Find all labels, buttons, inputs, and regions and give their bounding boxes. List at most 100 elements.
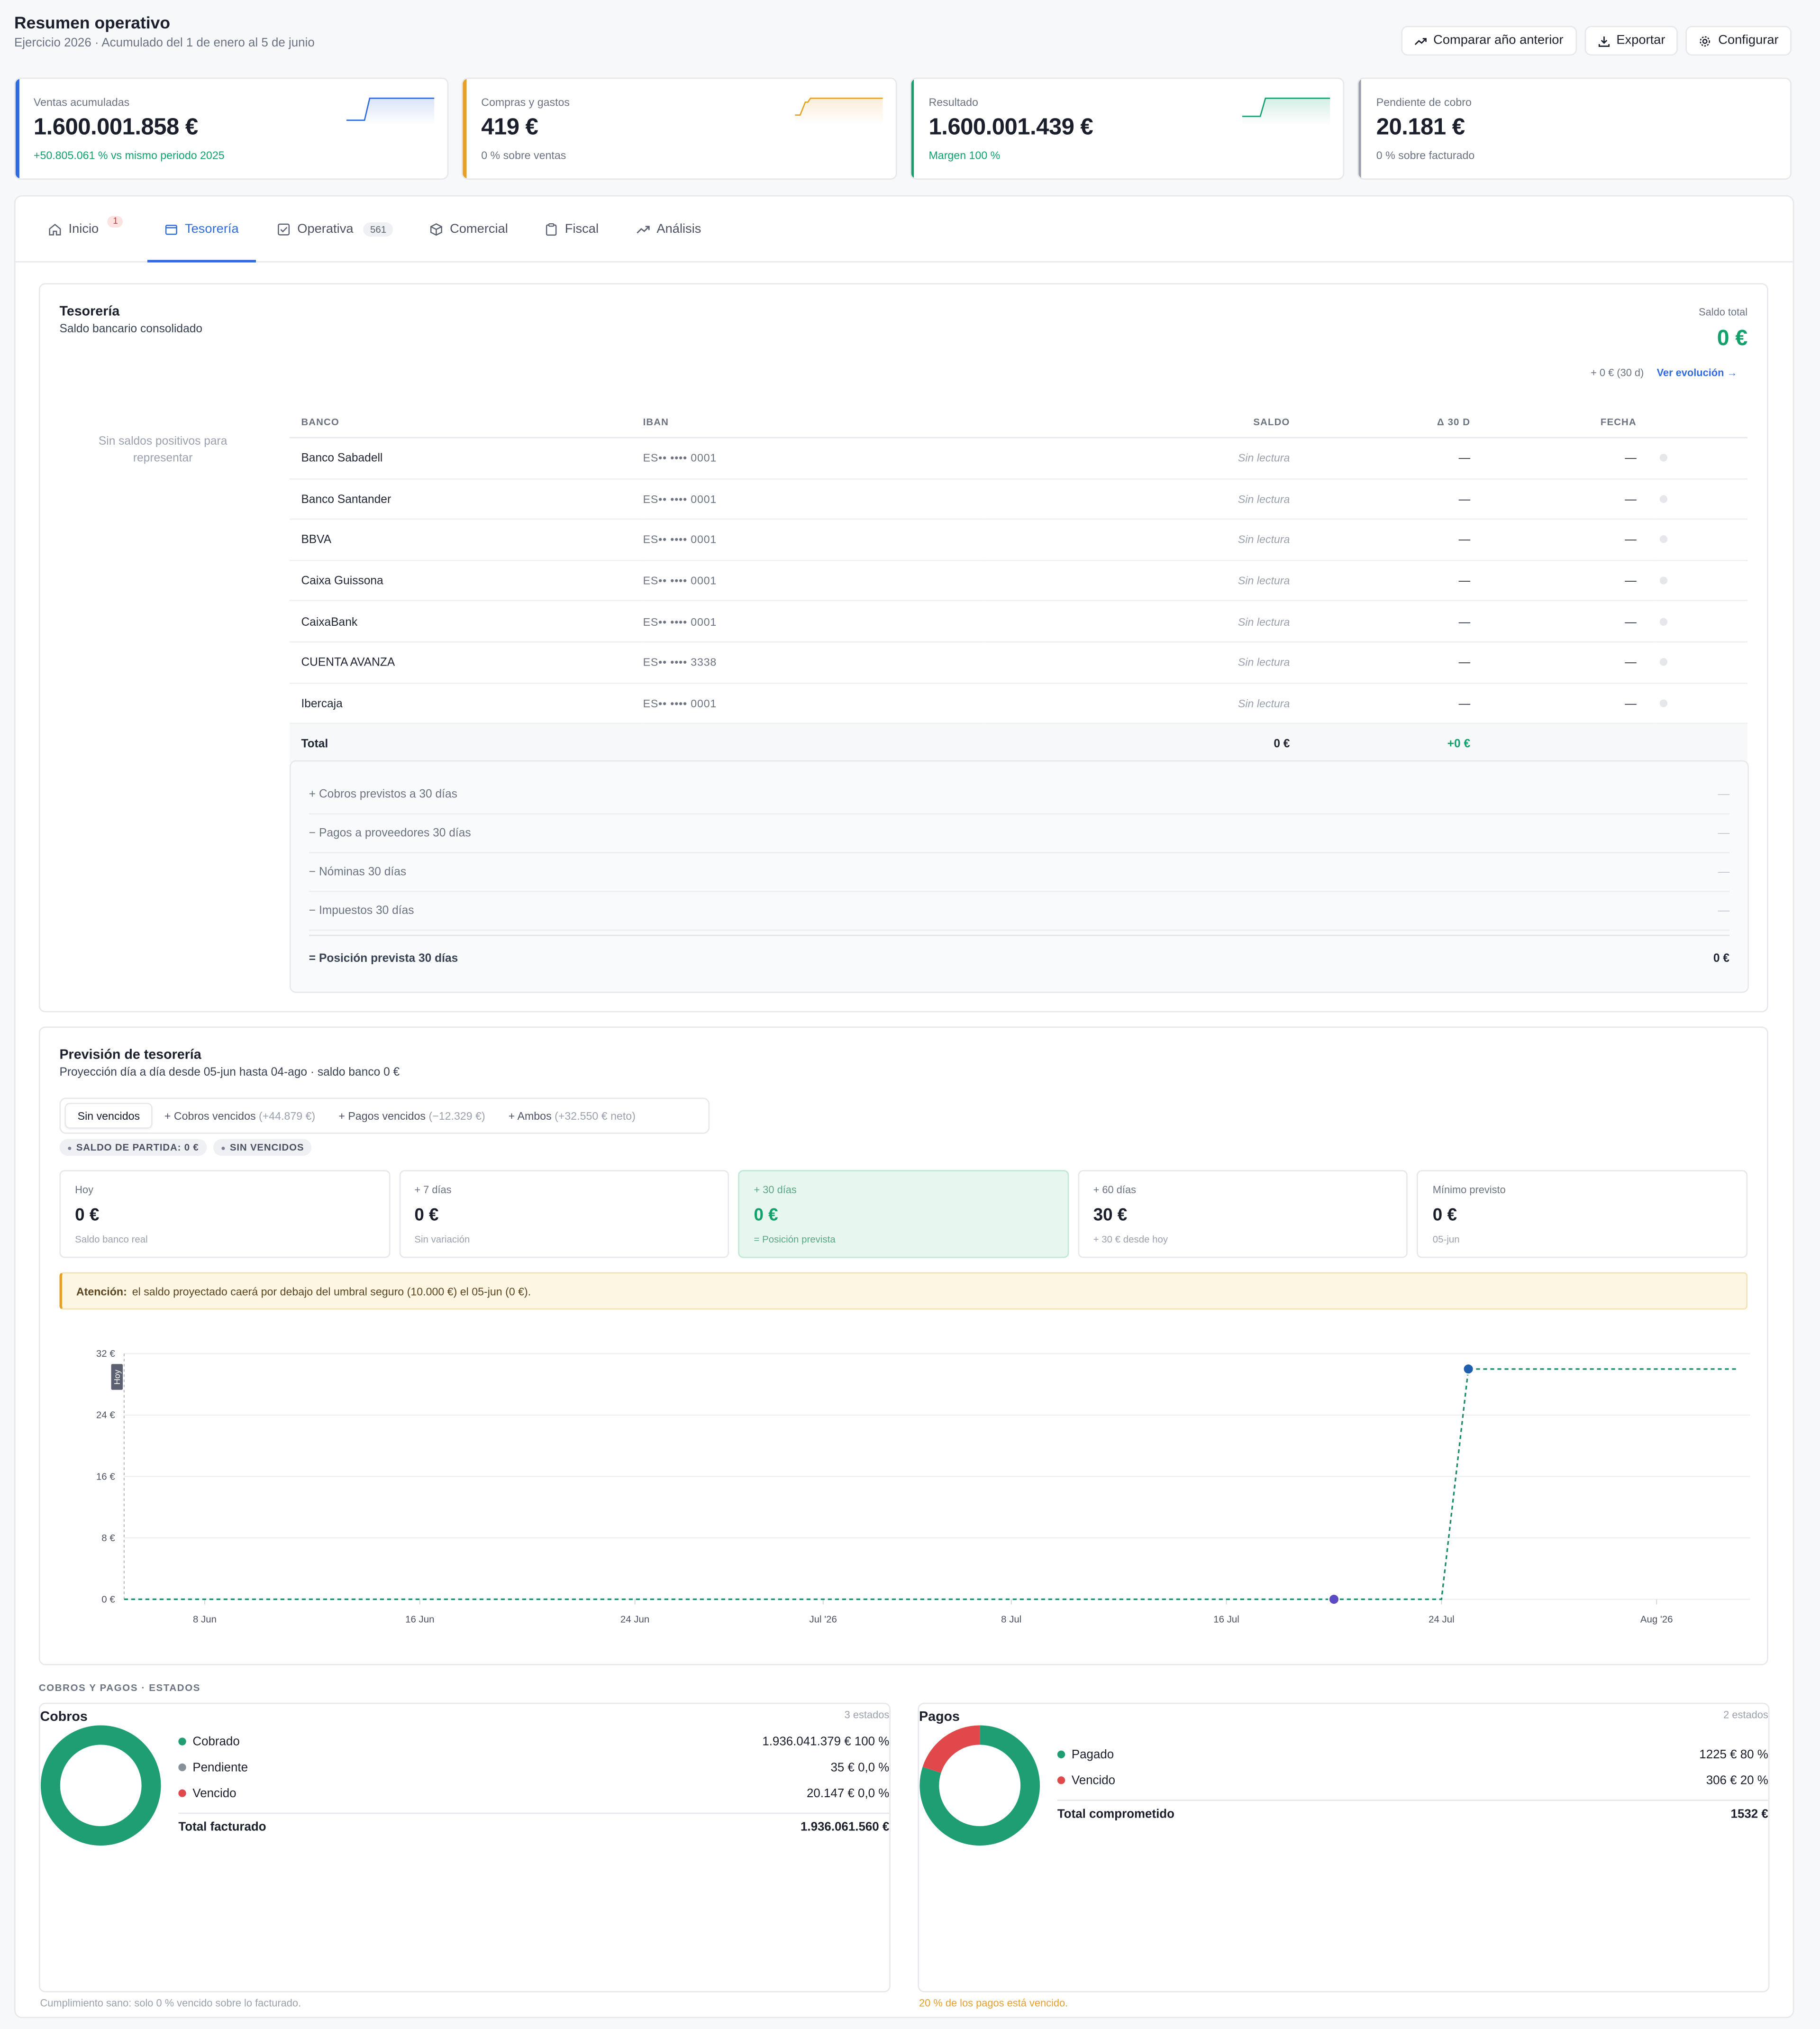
panel-count: 3 estados <box>844 1709 890 1721</box>
kpi-note: +50.805.061 % vs mismo periodo 2025 <box>33 148 225 162</box>
column-header-saldo[interactable]: SALDO <box>982 406 1292 439</box>
kpi-card-pendiente[interactable]: Pendiente de cobro 20.181 € 0 % sobre fa… <box>1356 77 1792 180</box>
y-tick-label: 8 € <box>101 1533 115 1544</box>
y-tick-label: 16 € <box>96 1471 115 1482</box>
tab-analisis[interactable]: Análisis <box>636 197 701 261</box>
table-row[interactable]: CUENTA AVANZA ES•• •••• 3338 Sin lectura… <box>289 641 1748 684</box>
x-tick-label: 8 Jun <box>193 1614 217 1625</box>
segment-label: + Cobros vencidos <box>164 1109 256 1123</box>
bank-name: Ibercaja <box>289 683 642 724</box>
ver-evolucion-link[interactable]: Ver evolución → <box>1656 367 1738 379</box>
y-tick-label: 32 € <box>96 1348 115 1359</box>
tab-label: Operativa <box>297 221 354 236</box>
dashboard-panel: Inicio 1 Tesorería Operativa 561 Comerci… <box>14 195 1794 2019</box>
status-dot <box>1659 617 1668 626</box>
segment-label: + Ambos <box>508 1109 552 1123</box>
card-subtitle: Proyección día a día desde 05-jun hasta … <box>59 1065 400 1078</box>
legend-total: Total facturado 1.936.061.560 € <box>178 1812 889 1840</box>
sparkline <box>1242 97 1330 126</box>
tab-fiscal[interactable]: Fiscal <box>544 197 599 261</box>
bank-delta: — <box>1291 519 1472 561</box>
status-badge: SALDO DE PARTIDA: 0 € <box>59 1139 207 1156</box>
home-icon <box>49 223 61 235</box>
data-point <box>1328 1593 1340 1605</box>
donut-slice[interactable] <box>919 1725 1040 1846</box>
settings-button[interactable]: Configurar <box>1686 26 1792 56</box>
pagos-donut-chart[interactable] <box>919 1725 1040 1846</box>
tab-inicio[interactable]: Inicio 1 <box>48 197 123 261</box>
compare-label: Comparar año anterior <box>1433 33 1564 48</box>
kpi-card-resultado[interactable]: Resultado 1.600.001.439 € Margen 100 % <box>909 77 1344 180</box>
forecast-line-chart[interactable]: 0 € 8 € 16 € 24 € 32 € 8 Jun 16 Jun 24 Jun Jul '… <box>59 1333 1753 1637</box>
kpi-card-ventas[interactable]: Ventas acumuladas 1.600.001.858 € +50.80… <box>14 77 449 180</box>
x-tick-label: 16 Jun <box>405 1614 434 1625</box>
column-header-iban[interactable]: IBAN <box>641 406 983 439</box>
x-tick-label: Jul '26 <box>809 1614 837 1625</box>
table-row[interactable]: BBVA ES•• •••• 0001 Sin lectura — — <box>289 519 1748 561</box>
status-dot <box>1659 495 1668 503</box>
bank-saldo: Sin lectura <box>982 519 1292 561</box>
donut-slice[interactable] <box>40 1725 161 1846</box>
status-dot <box>1659 576 1668 585</box>
cobros-panel: Cobros 3 estados Cobrado 1.936.041.379 €… <box>38 1702 891 2009</box>
projection-label: − Pagos a proveedores 30 días <box>309 826 471 839</box>
clipboard-icon <box>546 222 557 235</box>
bank-fecha: — <box>1471 601 1655 643</box>
segment-cobros-vencidos[interactable]: + Cobros vencidos (+44.879 €) <box>153 1104 327 1127</box>
total-label: Total <box>289 723 642 763</box>
table-row[interactable]: Banco Sabadell ES•• •••• 0001 Sin lectur… <box>289 438 1748 479</box>
segment-sin-vencidos[interactable]: Sin vencidos <box>64 1103 153 1129</box>
bank-iban: ES•• •••• 0001 <box>641 683 983 724</box>
bank-saldo: Sin lectura <box>982 438 1292 479</box>
status-dot <box>1659 699 1668 707</box>
export-button[interactable]: Exportar <box>1584 26 1678 56</box>
kpi-accent-bar <box>15 79 19 179</box>
kpi-card-compras[interactable]: Compras y gastos 419 € 0 % sobre ventas <box>462 77 897 180</box>
bank-delta: — <box>1291 683 1472 724</box>
table-total-row: Total 0 € +0 € <box>289 723 1748 763</box>
bank-name: BBVA <box>289 519 642 561</box>
bank-saldo: Sin lectura <box>982 601 1292 643</box>
column-header-delta[interactable]: Δ 30 D <box>1291 406 1472 439</box>
table-row[interactable]: Ibercaja ES•• •••• 0001 Sin lectura — — <box>289 683 1748 724</box>
total-label: Total facturado <box>178 1819 266 1834</box>
segment-pagos-vencidos[interactable]: + Pagos vencidos (−12.329 €) <box>327 1104 497 1127</box>
compare-previous-year-button[interactable]: Comparar año anterior <box>1401 26 1576 56</box>
stat-value: 0 € <box>1432 1205 1457 1225</box>
column-header-fecha[interactable]: FECHA <box>1471 406 1655 439</box>
table-row[interactable]: CaixaBank ES•• •••• 0001 Sin lectura — — <box>289 601 1748 643</box>
tab-operativa[interactable]: Operativa 561 <box>277 197 393 261</box>
stat-value: 30 € <box>1093 1205 1128 1225</box>
y-tick-label: 24 € <box>96 1410 115 1421</box>
legend-label: Cobrado <box>192 1734 240 1749</box>
stat-card-7-dias: + 7 días 0 € Sin variación <box>399 1170 729 1258</box>
total-label: Total comprometido <box>1057 1807 1174 1821</box>
table-row[interactable]: Caixa Guissona ES•• •••• 0001 Sin lectur… <box>289 560 1748 602</box>
status-dot <box>1659 454 1668 462</box>
kpi-value: 1.600.001.439 € <box>928 113 1093 140</box>
page-title: Resumen operativo <box>14 13 171 33</box>
gear-icon <box>1700 36 1711 46</box>
table-row[interactable]: Banco Santander ES•• •••• 0001 Sin lectu… <box>289 478 1748 520</box>
sparkline <box>346 97 435 126</box>
projection-value: — <box>1718 826 1729 839</box>
bank-name: Caixa Guissona <box>289 560 642 602</box>
saldo-total-label: Saldo total <box>1699 306 1748 318</box>
segment-ambos[interactable]: + Ambos (+32.550 € neto) <box>497 1104 647 1127</box>
column-header-banco[interactable]: BANCO <box>289 406 642 439</box>
forecast-stats: Hoy 0 € Saldo banco real + 7 días 0 € Si… <box>59 1170 1748 1258</box>
export-label: Exportar <box>1616 33 1665 48</box>
stat-label: + 60 días <box>1093 1184 1136 1196</box>
stat-card-minimo: Mínimo previsto 0 € 05-jun <box>1417 1170 1748 1258</box>
kpi-value: 419 € <box>481 113 538 140</box>
donut-slice[interactable] <box>922 1725 980 1773</box>
kpi-label: Pendiente de cobro <box>1376 95 1472 109</box>
tab-tesoreria[interactable]: Tesorería <box>147 197 255 263</box>
tesoreria-card: Tesorería Saldo bancario consolidado Sal… <box>38 283 1768 1013</box>
cobros-donut-chart[interactable] <box>40 1725 162 1846</box>
tab-comercial[interactable]: Comercial <box>429 197 508 261</box>
pagos-panel: Pagos 2 estados Pagado 1225 € 80 % Venci… <box>918 1702 1770 2009</box>
bank-saldo: Sin lectura <box>982 560 1292 602</box>
bank-fecha: — <box>1471 519 1655 561</box>
kpi-row: Ventas acumuladas 1.600.001.858 € +50.80… <box>14 77 1792 180</box>
